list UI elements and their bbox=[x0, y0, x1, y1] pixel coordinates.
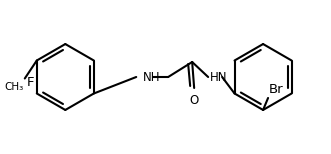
Text: CH₃: CH₃ bbox=[5, 83, 24, 93]
Text: HN: HN bbox=[210, 71, 228, 83]
Text: Br: Br bbox=[269, 83, 284, 96]
Text: O: O bbox=[190, 94, 199, 107]
Text: F: F bbox=[26, 77, 34, 89]
Text: NH: NH bbox=[143, 71, 161, 83]
